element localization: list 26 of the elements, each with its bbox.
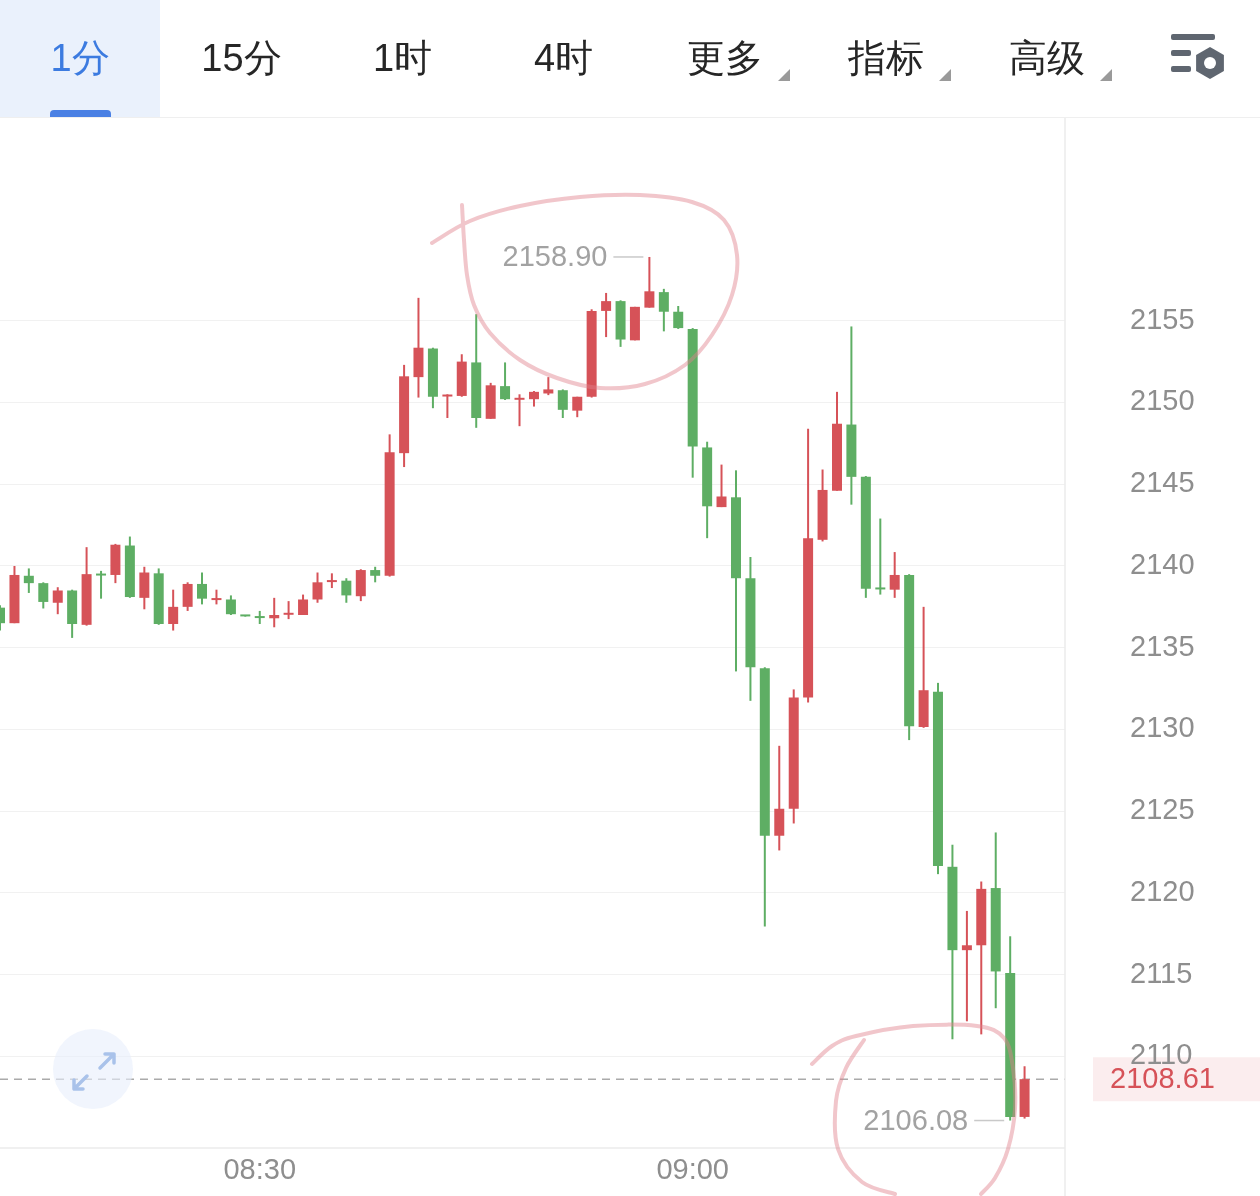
candlestick bbox=[961, 910, 972, 1022]
y-tick-label: 2145 bbox=[1130, 466, 1195, 499]
candlestick bbox=[326, 573, 337, 589]
text: 4时 bbox=[532, 36, 595, 81]
candlestick bbox=[514, 394, 525, 427]
selected-tab: 1分 bbox=[0, 0, 160, 117]
y-tick-label: 2130 bbox=[1130, 711, 1195, 744]
text: 15分 bbox=[200, 36, 283, 81]
annotation: 2106.08 bbox=[863, 1103, 969, 1136]
x-tick-label: 08:30 bbox=[223, 1153, 297, 1186]
annotation: 2158.90 bbox=[502, 239, 608, 272]
candlestick bbox=[875, 518, 886, 595]
y-tick-label: 2125 bbox=[1130, 793, 1195, 826]
candlestick bbox=[442, 394, 453, 419]
y-tick-label: 2150 bbox=[1130, 384, 1195, 417]
x-tick-label: 09:00 bbox=[656, 1153, 729, 1186]
text: 1时 bbox=[371, 36, 434, 81]
y-tick-label: 2120 bbox=[1130, 874, 1195, 907]
text: 更多 bbox=[685, 36, 764, 81]
y-tick-label: 2140 bbox=[1130, 547, 1195, 580]
candlestick bbox=[96, 570, 107, 599]
y-tick-label: 2155 bbox=[1130, 302, 1195, 335]
text: 高级 bbox=[1007, 36, 1086, 81]
text: 指标 bbox=[846, 36, 925, 81]
y-tick-label: 2115 bbox=[1130, 956, 1193, 989]
y-tick-label: 2135 bbox=[1130, 629, 1195, 662]
